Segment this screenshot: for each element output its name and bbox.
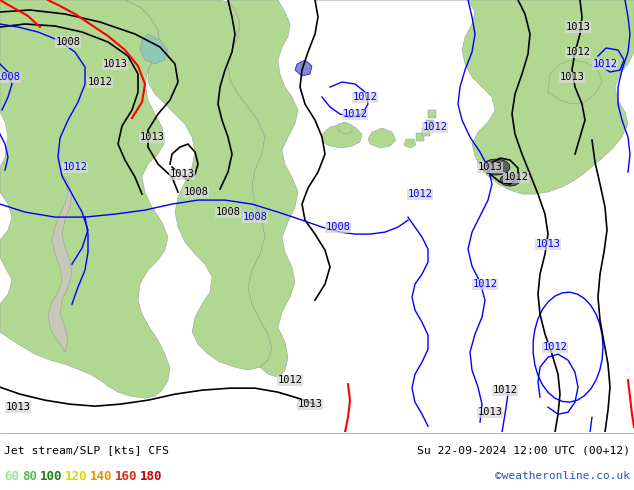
Polygon shape xyxy=(426,120,434,128)
Polygon shape xyxy=(322,124,362,148)
Polygon shape xyxy=(416,133,424,141)
Text: 140: 140 xyxy=(90,469,112,483)
Text: 80: 80 xyxy=(22,469,37,483)
Text: 1008: 1008 xyxy=(56,37,81,47)
Text: 1012: 1012 xyxy=(342,109,368,119)
Polygon shape xyxy=(295,60,312,76)
Text: 1012: 1012 xyxy=(353,92,377,102)
Text: 100: 100 xyxy=(40,469,63,483)
Polygon shape xyxy=(228,0,298,377)
Text: 180: 180 xyxy=(140,469,162,483)
Polygon shape xyxy=(548,60,602,104)
Polygon shape xyxy=(315,0,634,194)
Text: 160: 160 xyxy=(115,469,138,483)
Polygon shape xyxy=(125,0,272,370)
Text: 1008: 1008 xyxy=(216,207,240,217)
Text: 1012: 1012 xyxy=(278,375,302,385)
Polygon shape xyxy=(48,172,72,352)
Text: 1013: 1013 xyxy=(477,162,503,172)
Polygon shape xyxy=(140,34,168,64)
Text: 1012: 1012 xyxy=(593,59,618,69)
Text: 1012: 1012 xyxy=(566,47,590,57)
Text: 1013: 1013 xyxy=(169,169,195,179)
Text: 1013: 1013 xyxy=(297,399,323,409)
Polygon shape xyxy=(500,174,520,186)
Polygon shape xyxy=(404,139,416,148)
Text: 1008: 1008 xyxy=(183,187,209,197)
Text: 1013: 1013 xyxy=(536,239,560,249)
Text: 1008: 1008 xyxy=(0,72,20,82)
Polygon shape xyxy=(0,0,170,398)
Text: 1008: 1008 xyxy=(242,212,268,222)
Text: 1012: 1012 xyxy=(472,279,498,289)
Text: 1013: 1013 xyxy=(477,407,503,417)
Text: 120: 120 xyxy=(65,469,87,483)
Text: 1012: 1012 xyxy=(493,385,517,395)
Text: 1012: 1012 xyxy=(63,162,87,172)
Polygon shape xyxy=(482,159,510,175)
Text: 1013: 1013 xyxy=(559,72,585,82)
Text: 1013: 1013 xyxy=(103,59,127,69)
Polygon shape xyxy=(422,128,430,136)
Text: Jet stream/SLP [kts] CFS: Jet stream/SLP [kts] CFS xyxy=(4,445,169,455)
Polygon shape xyxy=(368,128,396,148)
Text: 1012: 1012 xyxy=(543,342,567,352)
Text: 1012: 1012 xyxy=(503,172,529,182)
Text: Su 22-09-2024 12:00 UTC (00+12): Su 22-09-2024 12:00 UTC (00+12) xyxy=(417,445,630,455)
Text: ©weatheronline.co.uk: ©weatheronline.co.uk xyxy=(495,471,630,481)
Text: 1013: 1013 xyxy=(566,22,590,32)
Text: 1012: 1012 xyxy=(408,189,432,199)
Text: 1012: 1012 xyxy=(422,122,448,132)
Text: 1008: 1008 xyxy=(325,222,351,232)
Polygon shape xyxy=(338,122,352,134)
Text: 1012: 1012 xyxy=(87,77,112,87)
Text: 1013: 1013 xyxy=(139,132,164,142)
Polygon shape xyxy=(428,110,436,118)
Text: 1013: 1013 xyxy=(6,402,30,412)
Text: 60: 60 xyxy=(4,469,19,483)
